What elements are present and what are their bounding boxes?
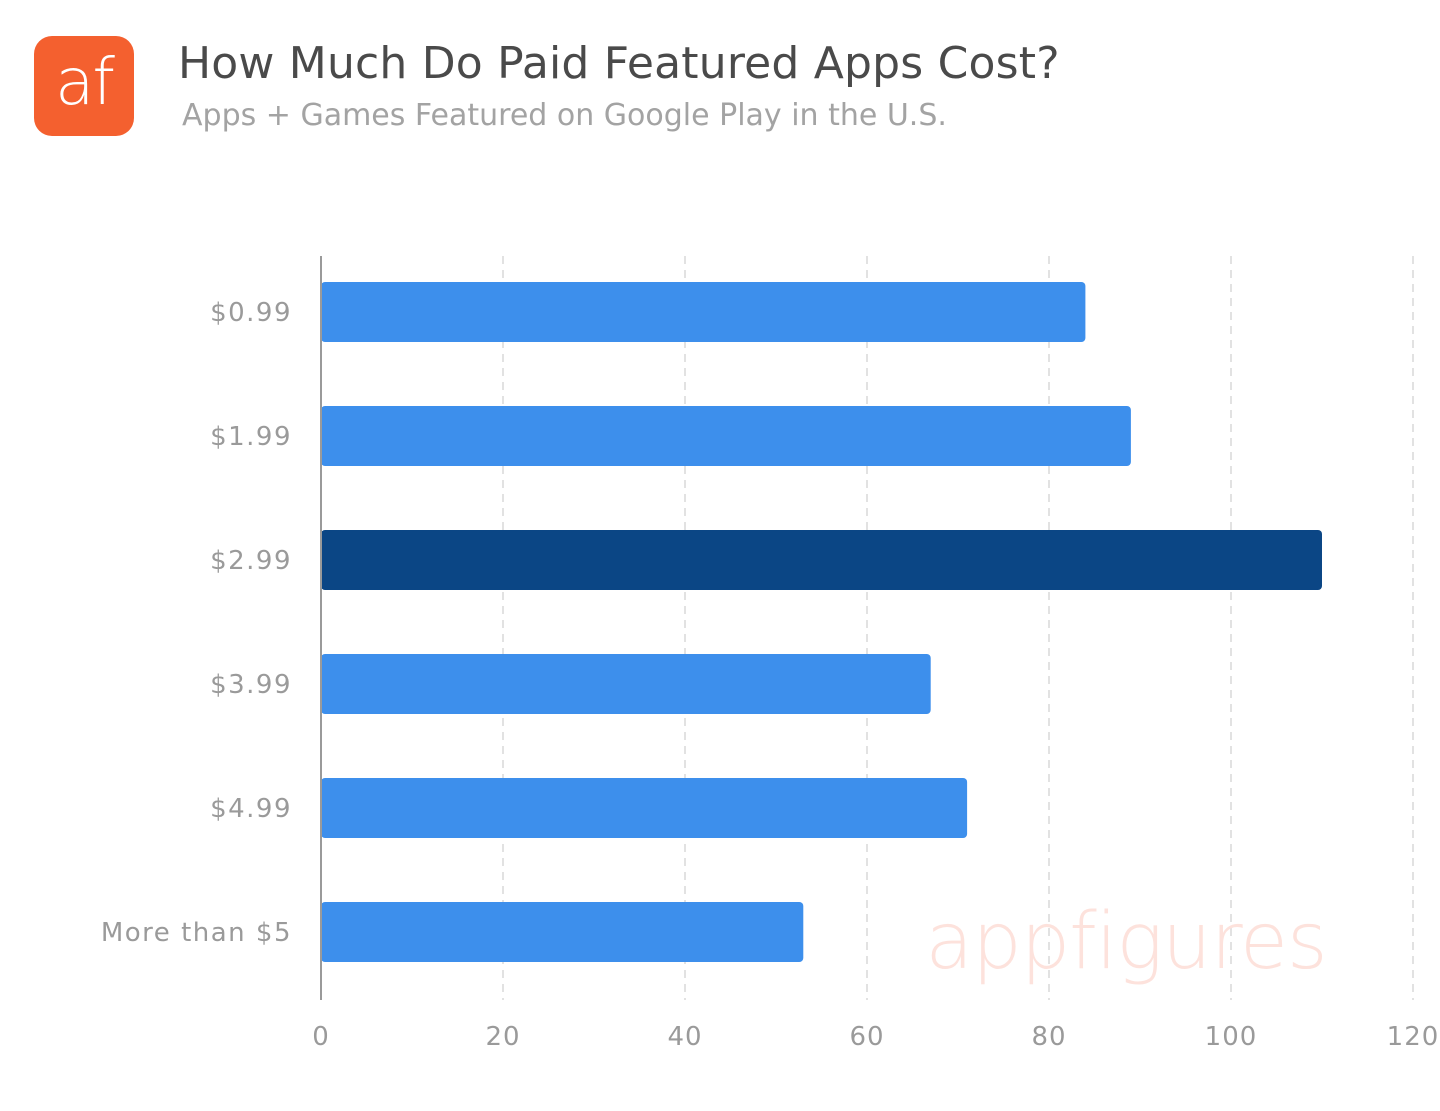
category-labels: $0.99 $1.99 $2.99 $3.99 $4.99 More than $5: [101, 298, 292, 948]
x-tick-label: 60: [849, 1022, 884, 1052]
bar: [321, 902, 804, 962]
category-label: $0.99: [210, 298, 292, 328]
x-tick-label: 0: [312, 1022, 330, 1052]
x-tick-label: 100: [1205, 1022, 1258, 1052]
chart-subtitle: Apps + Games Featured on Google Play in …: [182, 98, 947, 133]
appfigures-logo: af: [34, 36, 134, 136]
category-label: $2.99: [210, 546, 292, 576]
bar: [321, 654, 931, 714]
bar: [321, 282, 1086, 342]
category-label: $1.99: [210, 422, 292, 452]
x-tick-label: 120: [1387, 1022, 1440, 1052]
logo-text: af: [55, 46, 115, 120]
x-tick-label: 40: [667, 1022, 702, 1052]
x-tick-label: 20: [485, 1022, 520, 1052]
bar: [321, 406, 1131, 466]
x-tick-labels: 0 20 40 60 80 100 120: [312, 1022, 1440, 1052]
chart-title: How Much Do Paid Featured Apps Cost?: [178, 38, 1060, 89]
bar: [321, 778, 968, 838]
grid-lines: [502, 256, 1414, 1000]
watermark: appfigures: [925, 897, 1326, 987]
bars: [321, 282, 1322, 962]
category-label: $3.99: [210, 670, 292, 700]
bar: [321, 530, 1322, 590]
x-tick-label: 80: [1031, 1022, 1066, 1052]
category-label: $4.99: [210, 794, 292, 824]
category-label: More than $5: [101, 918, 292, 948]
